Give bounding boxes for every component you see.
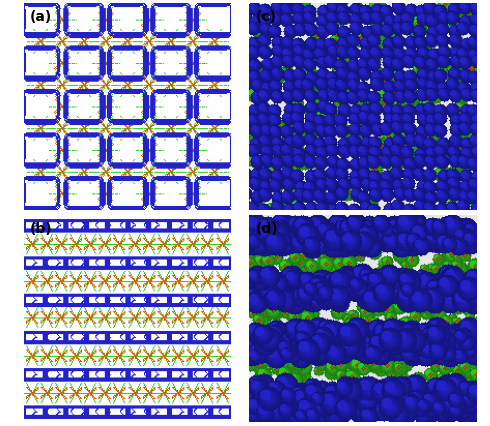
Text: (b): (b) bbox=[30, 222, 52, 236]
Text: (d): (d) bbox=[256, 222, 279, 236]
Text: (a): (a) bbox=[30, 10, 52, 24]
Text: (c): (c) bbox=[256, 10, 277, 24]
